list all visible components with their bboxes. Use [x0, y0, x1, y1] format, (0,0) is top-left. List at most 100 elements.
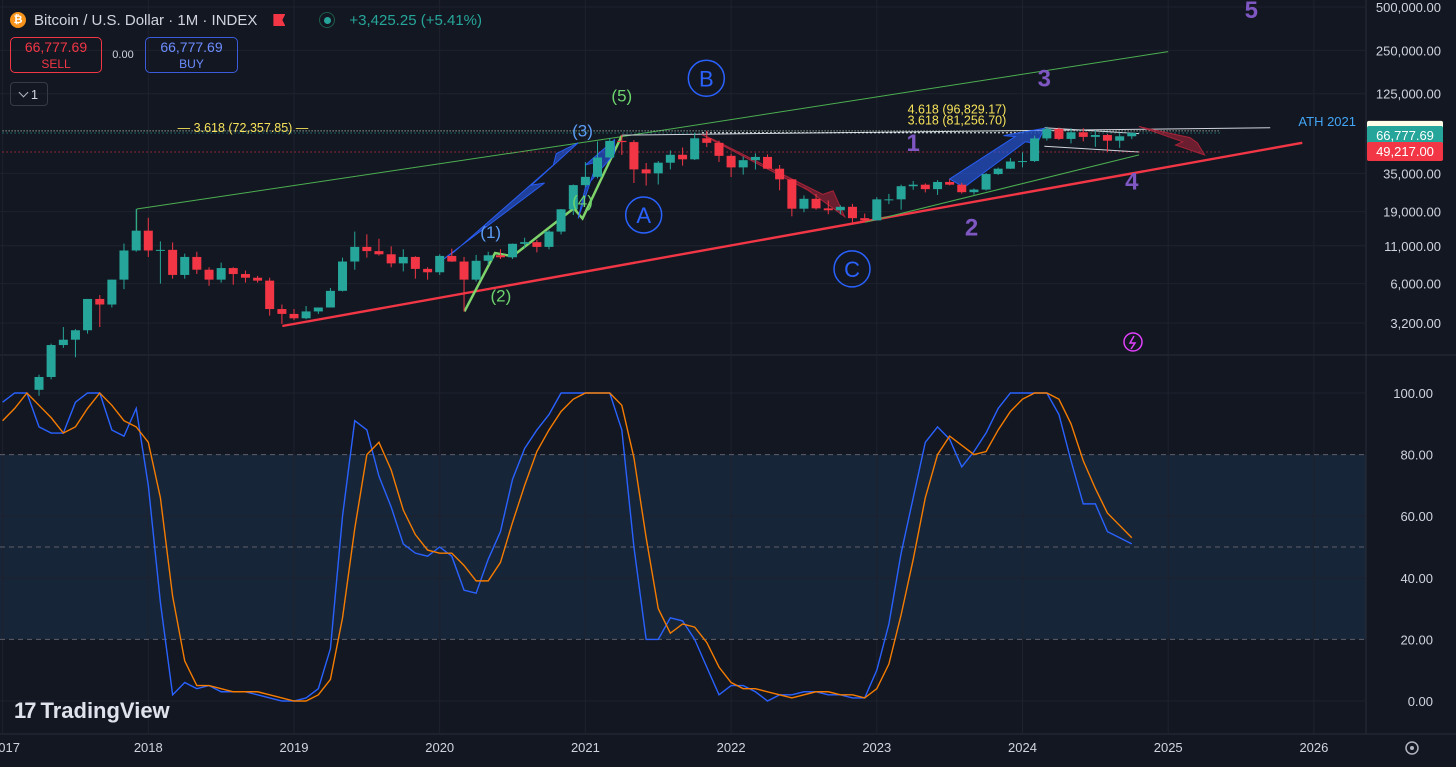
fib-label: 3.618 (81,256.70) [908, 114, 1007, 128]
sell-label: SELL [41, 57, 71, 71]
candle-body [872, 199, 882, 221]
candle-body [860, 218, 870, 221]
candle-body [1054, 128, 1064, 139]
candle-body [143, 230, 153, 251]
candle-body [374, 251, 384, 255]
candle-body [508, 243, 518, 258]
tradingview-logo-icon: 17 [14, 698, 37, 723]
candle-body [738, 160, 748, 168]
candle-body [350, 246, 360, 262]
candle-body [289, 313, 299, 319]
settings-icon-center[interactable] [1410, 746, 1414, 750]
candle-body [653, 162, 663, 174]
time-axis-label: 2017 [0, 740, 20, 755]
alert-icon[interactable] [1123, 332, 1143, 352]
candle-body [969, 189, 979, 193]
time-axis-label: 2024 [1008, 740, 1037, 755]
buy-button[interactable]: 66,777.69 BUY [145, 37, 238, 73]
wave-label: (3) [572, 122, 593, 141]
candle-body [811, 198, 821, 209]
price-tag-label: 49,217.00 [1376, 144, 1434, 159]
candle-body [1030, 138, 1040, 162]
spread-value: 0.00 [112, 49, 134, 61]
flag-icon[interactable] [273, 14, 286, 26]
wave-label: (4) [572, 192, 593, 211]
candle-body [520, 242, 530, 244]
osc-axis-label: 100.00 [1393, 386, 1433, 401]
candle-body [933, 181, 943, 190]
tradingview-logo: 17 TradingView [14, 698, 170, 724]
interval-count: 1 [30, 86, 39, 102]
candle-body [119, 250, 129, 280]
candle-body [46, 345, 56, 377]
symbol-title[interactable]: Bitcoin / U.S. Dollar · 1M · INDEX [34, 11, 258, 29]
wedge-lower [865, 154, 1140, 223]
candle-body [799, 198, 809, 209]
buy-price: 66,777.69 [160, 39, 223, 55]
candle-body [908, 184, 918, 187]
red-arrow-1 [701, 134, 846, 219]
candle-body [313, 307, 323, 312]
collapse-toggle[interactable]: 1 [10, 82, 48, 106]
candle-body [192, 256, 202, 270]
candle-body [83, 298, 93, 331]
support-trendline [282, 141, 1303, 328]
candle-body [204, 269, 214, 280]
time-axis-label: 2023 [862, 740, 891, 755]
candle-body [1102, 135, 1112, 141]
candle-body [847, 206, 857, 219]
candle-body [605, 140, 615, 158]
sell-button[interactable]: 66,777.69 SELL [10, 37, 102, 73]
candle-body [423, 268, 433, 273]
candle-body [1042, 128, 1052, 139]
candle-body [568, 185, 578, 210]
wave-label: (2) [491, 287, 512, 306]
ath-resistance [621, 127, 1271, 136]
candle-body [1090, 135, 1100, 137]
candle-body [641, 169, 651, 174]
candle-body [216, 268, 226, 280]
ath-label: ATH 2021 [1298, 114, 1356, 129]
fib-label: — 3.618 (72,357.85) — [178, 121, 309, 135]
triangle-bottom [1044, 145, 1140, 153]
candle-body [690, 138, 700, 160]
candle-body [544, 231, 554, 247]
osc-axis-label: 80.00 [1400, 448, 1433, 463]
osc-axis-label: 20.00 [1400, 632, 1433, 647]
price-axis-label: 3,200.00 [1390, 316, 1441, 331]
candle-body [228, 268, 238, 275]
candle-body [265, 280, 275, 310]
price-tag [1367, 125, 1443, 145]
candle-body [95, 298, 105, 305]
time-axis-label: 2020 [425, 740, 454, 755]
time-axis-label: 2025 [1154, 740, 1183, 755]
candle-body [714, 142, 724, 156]
buy-label: BUY [179, 57, 204, 71]
wave-label: 2 [965, 214, 978, 241]
red-arrow-2 [1138, 126, 1206, 156]
candle-body [398, 256, 408, 264]
candle-body [835, 206, 845, 211]
candle-body [471, 260, 481, 280]
settings-icon[interactable] [1405, 741, 1419, 755]
candle-body [702, 138, 712, 143]
sell-price: 66,777.69 [24, 39, 88, 55]
circled-label-ring [687, 59, 726, 98]
candle-body [1005, 161, 1015, 169]
channel-lower-left [136, 136, 622, 210]
candle-body [787, 179, 797, 209]
price-tag [1367, 142, 1443, 162]
candle-body [362, 246, 372, 252]
candle-body [107, 279, 117, 305]
candle-body [483, 255, 493, 261]
market-status-icon[interactable] [319, 12, 336, 28]
candle-body [180, 256, 190, 275]
candle-body [459, 261, 469, 280]
time-axis-label: 2026 [1299, 740, 1328, 755]
candle-body [556, 209, 566, 232]
candle-body [447, 255, 457, 262]
circled-label: C [844, 257, 860, 282]
candle-body [338, 261, 348, 291]
